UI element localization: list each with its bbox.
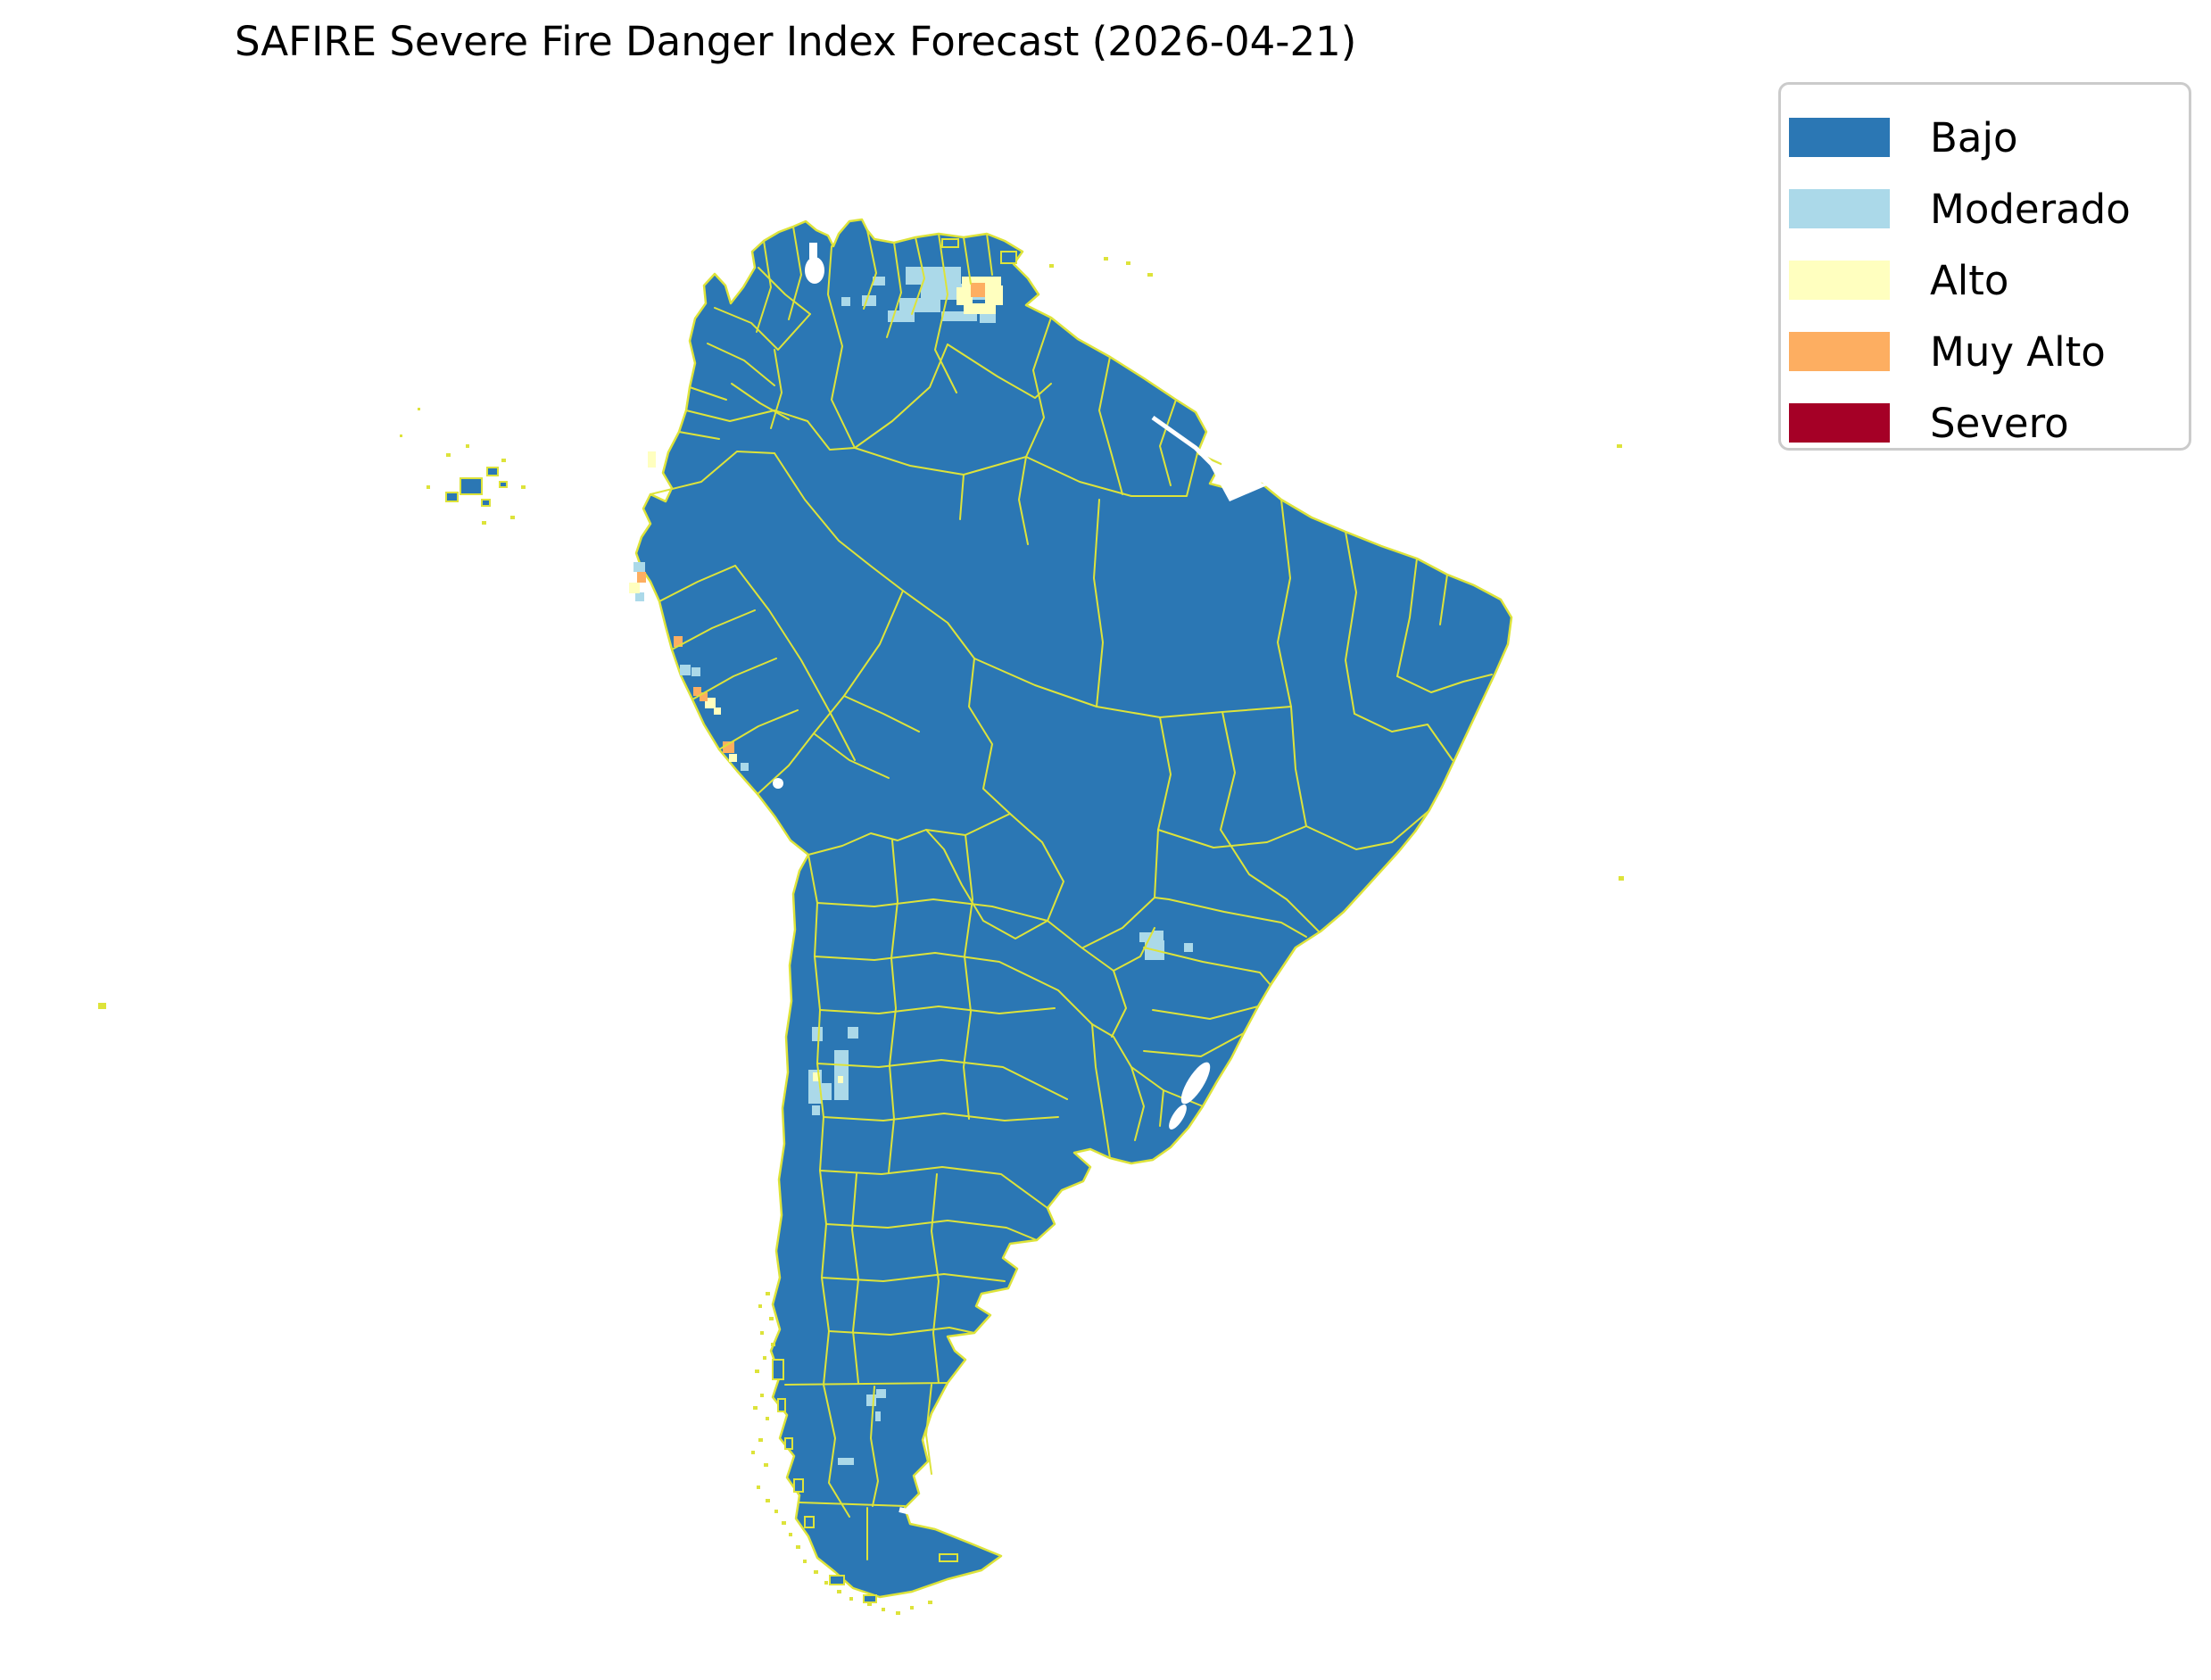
legend: Bajo Moderado Alto Muy Alto Severo	[1778, 82, 2191, 451]
fernando-de-noronha-speck	[1617, 444, 1622, 448]
amazon-river	[1151, 415, 1231, 484]
lake-titicaca	[773, 778, 783, 789]
legend-item-alto: Alto	[1789, 244, 2189, 316]
gulf-of-venezuela	[809, 243, 817, 259]
legend-swatch-severo	[1789, 403, 1890, 443]
legend-item-bajo: Bajo	[1789, 102, 2189, 173]
figure-title: SAFIRE Severe Fire Danger Index Forecast…	[235, 18, 1357, 65]
legend-swatch-moderado	[1789, 189, 1890, 228]
legend-label-alto: Alto	[1930, 256, 2009, 304]
trindade-speck	[1619, 876, 1624, 881]
trinidad	[1000, 251, 1017, 264]
amazon-mouth	[1206, 459, 1267, 501]
galapagos-main-island	[460, 477, 483, 495]
chiloe-island	[772, 1359, 784, 1380]
legend-label-moderado: Moderado	[1930, 185, 2131, 233]
overlay-moderado-cells	[633, 267, 1193, 1465]
admin-boundaries	[650, 226, 1493, 1560]
lake-maracaibo	[805, 257, 824, 284]
legend-label-severo: Severo	[1930, 399, 2069, 447]
inland-water	[773, 243, 1267, 1543]
lagoa-dos-patos	[1180, 1062, 1211, 1105]
legend-swatch-alto	[1789, 261, 1890, 300]
strait-of-magellan	[898, 1507, 981, 1543]
legend-item-muy-alto: Muy Alto	[1789, 316, 2189, 387]
legend-label-bajo: Bajo	[1930, 113, 2018, 161]
legend-swatch-bajo	[1789, 118, 1890, 157]
legend-item-moderado: Moderado	[1789, 173, 2189, 244]
islands	[445, 238, 1017, 1603]
juan-fernandez-speck	[98, 1003, 106, 1009]
legend-swatch-muy-alto	[1789, 332, 1890, 371]
coastal-specks	[98, 257, 1624, 1615]
isla-margarita	[941, 238, 959, 248]
lagoa-mirim	[1169, 1105, 1187, 1130]
south-america-landmass	[634, 218, 1513, 1599]
overlay-muy-alto-cells	[637, 283, 985, 753]
isla-de-los-estados	[939, 1553, 958, 1562]
legend-item-severo: Severo	[1789, 387, 2189, 459]
legend-label-muy-alto: Muy Alto	[1930, 327, 2106, 376]
